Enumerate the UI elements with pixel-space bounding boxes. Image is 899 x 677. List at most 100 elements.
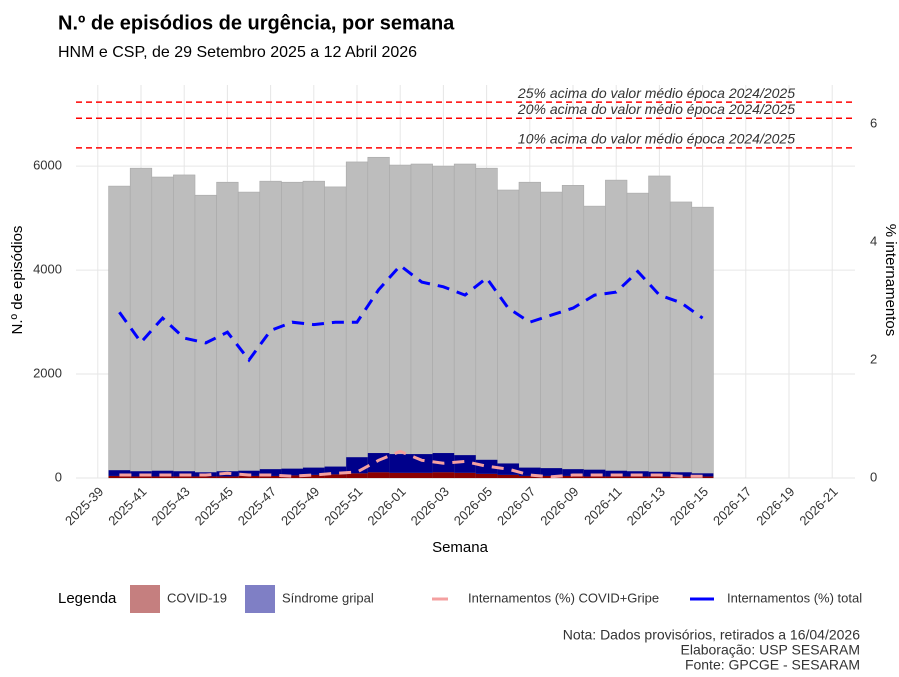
y-axis-title: N.º de episódios: [9, 226, 26, 335]
stacked-bar: [411, 472, 433, 478]
bar: [194, 194, 217, 479]
y2-tick-label: 2: [870, 351, 877, 366]
stacked-bar: [216, 476, 239, 478]
x-tick-label: 2025-39: [62, 484, 106, 528]
note: Nota: Dados provisórios, retirados a 16/…: [563, 627, 860, 643]
chart-title: N.º de episódios de urgência, por semana: [58, 12, 455, 34]
bar: [324, 186, 347, 479]
stacked-bar: [497, 463, 519, 475]
stacked-bar: [281, 468, 303, 476]
chart-subtitle: HNM e CSP, de 29 Setembro 2025 a 12 Abri…: [58, 44, 417, 61]
stacked-bar: [648, 476, 671, 478]
stacked-bar: [605, 476, 627, 478]
stacked-bar: [454, 472, 476, 478]
y2-axis-title: % internamentos: [882, 224, 899, 337]
y-tick-label: 2000: [33, 365, 62, 380]
x-tick-label: 2026-07: [494, 484, 538, 528]
stacked-bar: [108, 470, 131, 476]
stacked-bar: [540, 468, 563, 476]
stacked-bar: [583, 476, 606, 478]
stacked-bar: [195, 476, 217, 478]
reference-label: 25% acima do valor médio época 2024/2025: [517, 85, 795, 101]
bar: [626, 192, 649, 479]
legend-title: Legenda: [58, 590, 117, 607]
stacked-bar: [108, 475, 131, 478]
x-tick-label: 2025-43: [148, 484, 192, 528]
stacked-bar: [562, 469, 584, 476]
legend-label: Síndrome gripal: [282, 590, 374, 605]
stacked-bar: [259, 475, 282, 478]
x-tick-label: 2026-19: [753, 484, 797, 528]
stacked-bar: [281, 475, 303, 478]
bar: [389, 164, 412, 479]
x-tick-label: 2026-05: [451, 484, 495, 528]
note: Elaboração: USP SESARAM: [681, 642, 861, 658]
stacked-bar: [324, 474, 347, 478]
legend-label: Internamentos (%) total: [727, 590, 862, 605]
stacked-bar: [346, 457, 368, 474]
bar: [497, 189, 520, 479]
y2-tick-label: 6: [870, 115, 877, 130]
y-tick-label: 0: [55, 469, 62, 484]
bar: [367, 156, 390, 479]
stacked-bar: [173, 476, 195, 478]
bar: [605, 179, 628, 479]
bar: [410, 163, 433, 479]
x-axis-title: Semana: [432, 539, 489, 556]
x-tick-label: 2026-01: [364, 484, 408, 528]
stacked-bar: [475, 459, 498, 474]
x-tick-label: 2026-17: [710, 484, 754, 528]
x-tick-label: 2025-41: [105, 484, 149, 528]
bar: [648, 175, 671, 479]
stacked-bar: [238, 470, 260, 476]
stacked-bar: [324, 466, 347, 475]
bar: [518, 181, 541, 479]
stacked-bar: [238, 475, 260, 478]
y-tick-label: 4000: [33, 262, 62, 277]
x-tick-label: 2025-51: [321, 484, 365, 528]
plot-area: [76, 85, 855, 479]
x-tick-label: 2026-21: [796, 484, 840, 528]
x-tick-label: 2026-15: [667, 484, 711, 528]
stacked-bar: [519, 467, 541, 476]
stacked-bar: [497, 474, 519, 478]
x-tick-label: 2026-13: [624, 484, 668, 528]
legend-label: Internamentos (%) COVID+Gripe: [468, 590, 659, 605]
reference-label: 20% acima do valor médio época 2024/2025: [517, 101, 795, 117]
stacked-bar: [130, 476, 152, 478]
stacked-bar: [151, 476, 174, 478]
bar: [432, 165, 455, 479]
note: Fonte: GPCGE - SESARAM: [685, 657, 860, 673]
bar: [151, 176, 174, 479]
stacked-bar: [389, 472, 411, 478]
y2-tick-label: 0: [870, 469, 877, 484]
bar: [583, 205, 606, 479]
bar: [129, 167, 153, 479]
bar: [281, 181, 304, 479]
stacked-bar: [454, 455, 476, 473]
stacked-bar: [519, 475, 541, 478]
stacked-bar: [562, 475, 584, 478]
stacked-bar: [303, 467, 325, 475]
x-tick-label: 2026-09: [537, 484, 581, 528]
x-tick-label: 2025-47: [235, 484, 279, 528]
bar: [173, 174, 196, 479]
bar: [453, 163, 477, 479]
legend-swatch: [245, 585, 275, 613]
stacked-bar: [259, 469, 282, 476]
bar: [669, 201, 693, 479]
stacked-bar: [303, 474, 325, 478]
stacked-bar: [583, 469, 606, 477]
legend-swatch: [130, 585, 160, 613]
x-tick-label: 2025-49: [278, 484, 322, 528]
bar: [302, 180, 325, 479]
stacked-bar: [367, 472, 390, 478]
x-tick-label: 2026-11: [581, 484, 625, 528]
stacked-bar: [389, 454, 411, 473]
y2-tick-label: 4: [870, 233, 877, 248]
x-tick-label: 2025-45: [192, 484, 236, 528]
stacked-bar: [475, 473, 498, 478]
reference-label: 10% acima do valor médio época 2024/2025: [518, 131, 795, 147]
stacked-bar: [432, 472, 455, 478]
